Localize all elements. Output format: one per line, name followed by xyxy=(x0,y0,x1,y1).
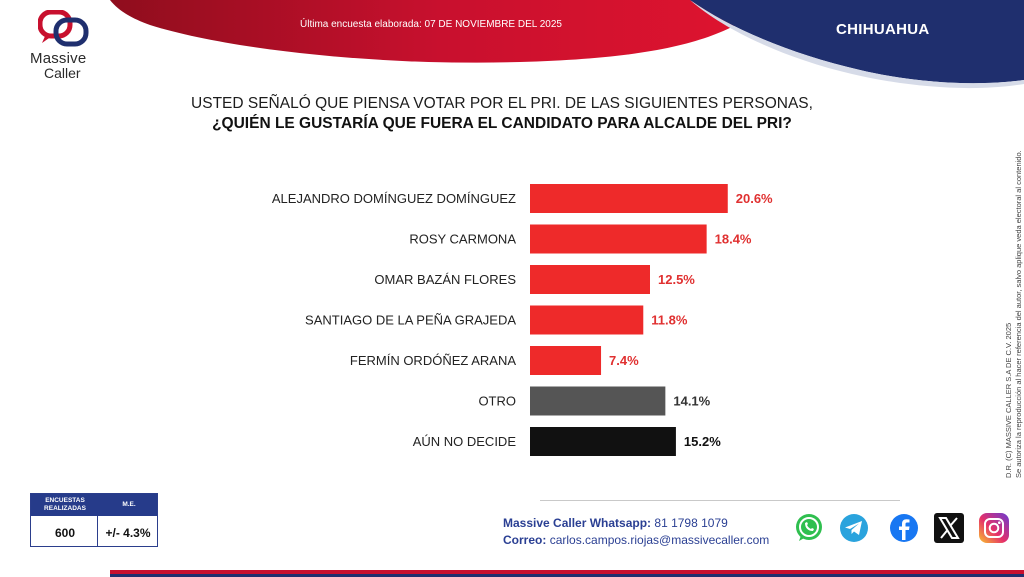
value-label: 14.1% xyxy=(673,394,710,409)
stats-divider xyxy=(97,516,98,547)
navy-swoosh xyxy=(690,0,1024,84)
whatsapp-icon[interactable] xyxy=(793,512,825,544)
copyright-line-2: Se autoriza la reproducción al hacer ref… xyxy=(1014,150,1023,478)
bar xyxy=(530,184,728,213)
value-label: 11.8% xyxy=(651,313,688,328)
bar xyxy=(530,386,666,416)
whatsapp-label: Massive Caller Whatsapp: xyxy=(503,516,652,530)
contact-divider xyxy=(540,500,900,501)
bar xyxy=(530,305,644,335)
margin-error-label: M.E. xyxy=(122,501,136,508)
bar xyxy=(530,346,602,375)
telegram-icon[interactable] xyxy=(838,512,870,544)
category-label: OTRO xyxy=(478,394,516,409)
category-label: FERMÍN ORDÓÑEZ ARANA xyxy=(350,353,516,368)
question-line-2: ¿QUIÉN LE GUSTARÍA QUE FUERA EL CANDIDAT… xyxy=(212,115,792,132)
header-banner xyxy=(110,0,1024,89)
bottom-red-stripe xyxy=(110,570,1024,574)
navy-swoosh-edge xyxy=(690,0,1024,89)
email-label: Correo: xyxy=(503,533,547,547)
category-label: SANTIAGO DE LA PEÑA GRAJEDA xyxy=(305,313,516,328)
bottom-navy-stripe xyxy=(110,574,1024,577)
whatsapp-number[interactable]: 81 1798 1079 xyxy=(654,516,728,530)
bar xyxy=(530,224,707,254)
bar xyxy=(530,265,650,294)
survey-stats-box: ENCUESTAS REALIZADAS M.E. 600 +/- 4.3% xyxy=(30,493,158,547)
logo-text-caller: Caller xyxy=(44,65,81,81)
survey-date: Última encuesta elaborada: 07 DE NOVIEMB… xyxy=(300,19,562,30)
logo-mark-icon xyxy=(38,10,89,47)
value-label: 7.4% xyxy=(609,353,639,368)
stats-header xyxy=(31,494,157,516)
surveys-value: 600 xyxy=(54,526,76,540)
email-contact: Correo: carlos.campos.riojas@massivecall… xyxy=(503,533,769,547)
facebook-icon[interactable] xyxy=(888,512,920,544)
copyright-notice: D.R. (C) MASSIVE CALLER S.A DE C.V. 2025… xyxy=(1004,150,1024,478)
instagram-icon[interactable] xyxy=(978,512,1010,544)
value-label: 15.2% xyxy=(684,434,721,449)
red-swoosh xyxy=(110,0,770,63)
value-label: 18.4% xyxy=(715,232,752,247)
logo-text-massive: Massive xyxy=(30,50,87,67)
email-address[interactable]: carlos.campos.riojas@massivecaller.com xyxy=(549,533,770,547)
bar xyxy=(530,427,676,456)
value-label: 12.5% xyxy=(658,272,695,287)
surveys-label: ENCUESTAS REALIZADAS xyxy=(44,497,86,512)
x-icon[interactable] xyxy=(933,512,965,544)
copyright-line-1: D.R. (C) MASSIVE CALLER S.A DE C.V. 2025 xyxy=(1004,322,1013,478)
region-title: CHIHUAHUA xyxy=(836,21,930,38)
massive-caller-logo: Massive Caller xyxy=(26,10,106,90)
whatsapp-contact: Massive Caller Whatsapp: 81 1798 1079 xyxy=(503,516,728,530)
bar-chart: ALEJANDRO DOMÍNGUEZ DOMÍNGUEZ 20.6% ROSY C… xyxy=(272,184,773,456)
category-label: AÚN NO DECIDE xyxy=(413,434,517,449)
category-label: OMAR BAZÁN FLORES xyxy=(374,272,516,287)
margin-error-value: +/- 4.3% xyxy=(105,526,151,540)
category-label: ALEJANDRO DOMÍNGUEZ DOMÍNGUEZ xyxy=(272,191,516,206)
value-label: 20.6% xyxy=(736,191,773,206)
question-line-1: USTED SEÑALÓ QUE PIENSA VOTAR POR EL PRI… xyxy=(191,95,813,112)
category-label: ROSY CARMONA xyxy=(409,232,516,247)
